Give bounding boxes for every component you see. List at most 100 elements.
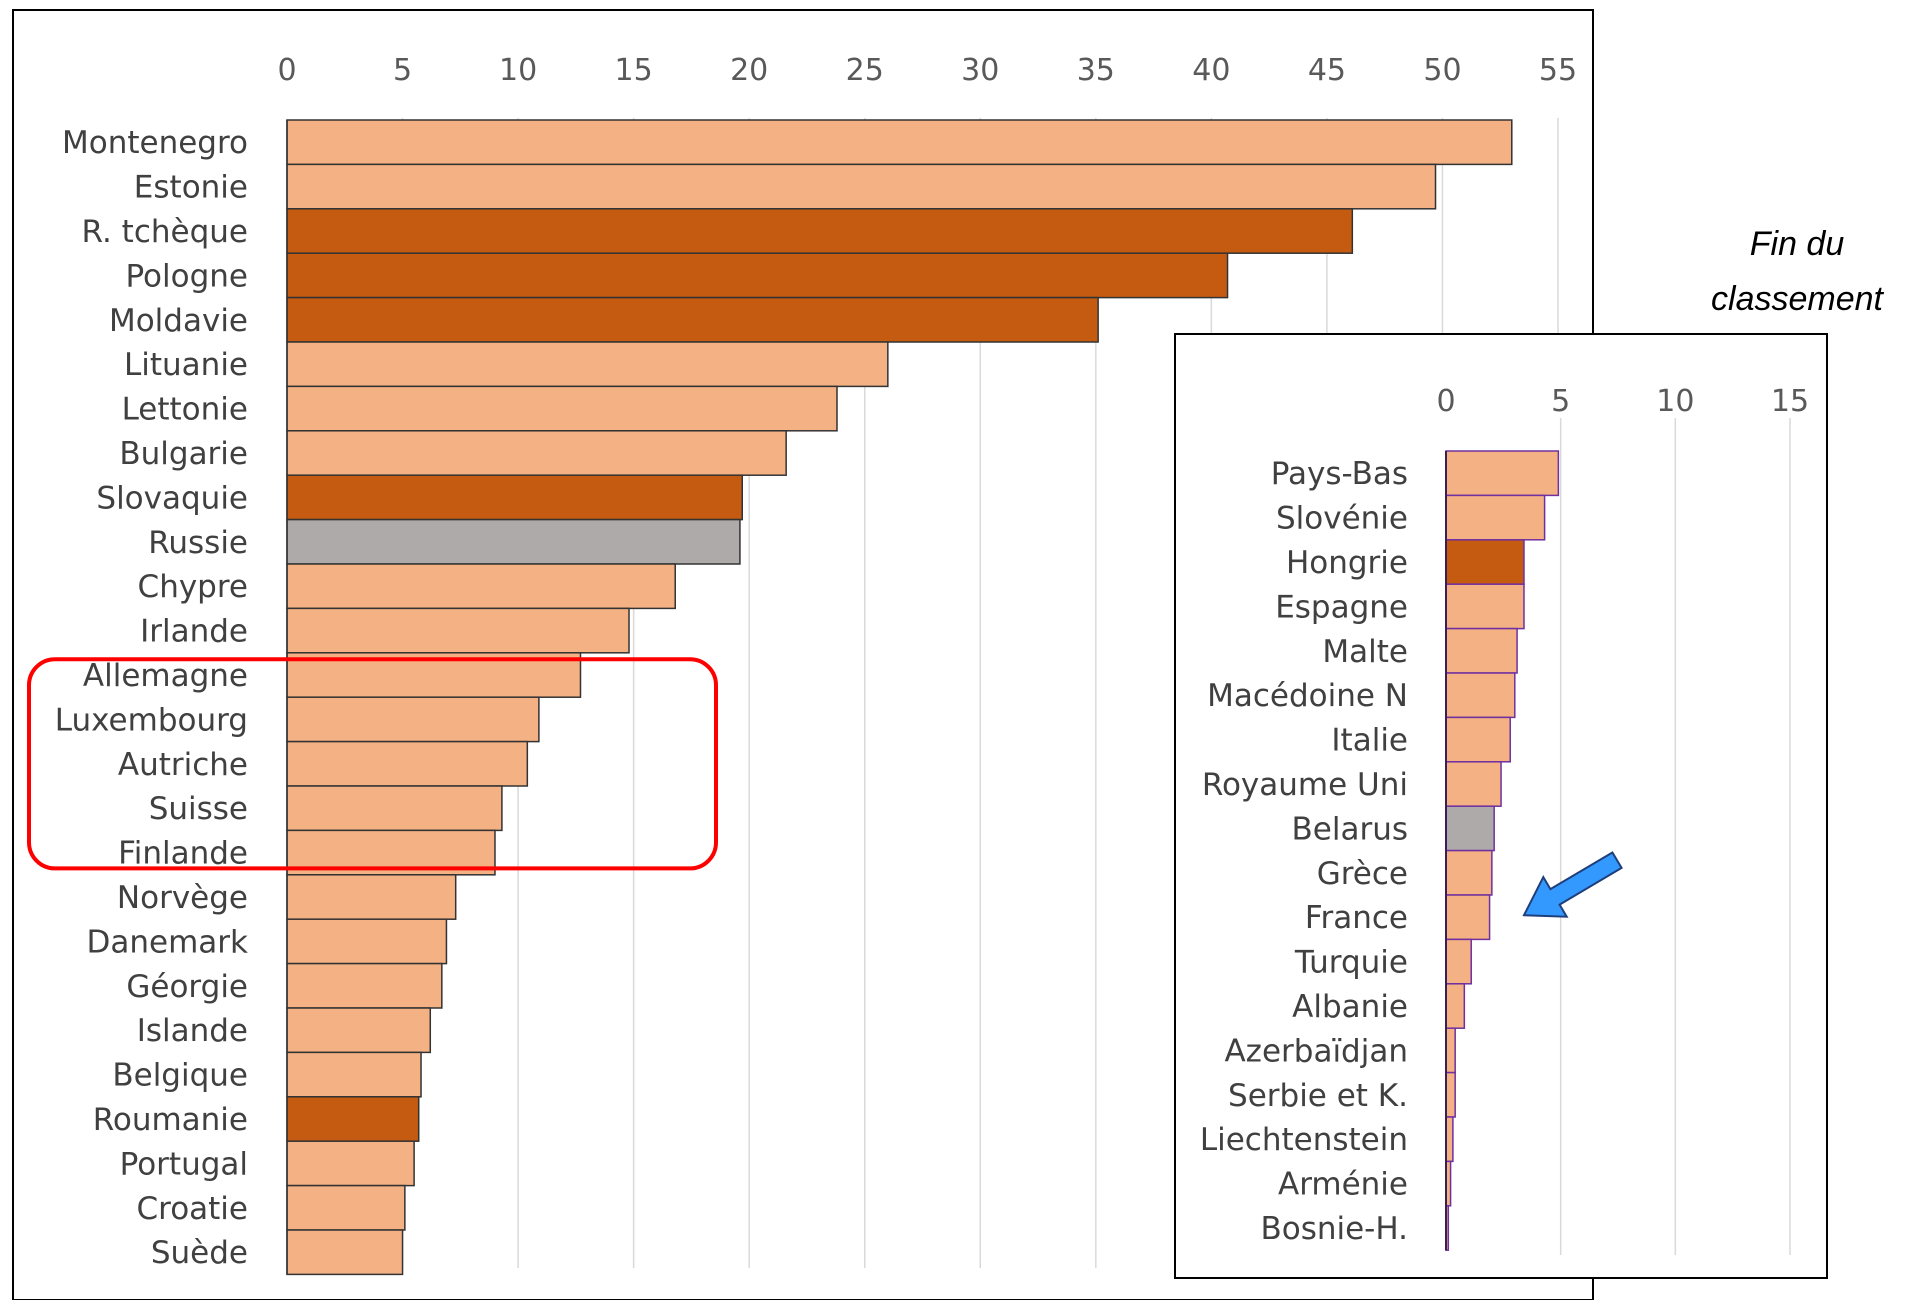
category-label-slovaquie: Slovaquie bbox=[96, 480, 248, 516]
category-label-islande: Islande bbox=[137, 1013, 248, 1049]
inset-category-label-turquie: Turquie bbox=[1294, 945, 1408, 981]
inset-bar-macedoine-n bbox=[1445, 672, 1516, 719]
inset-category-label-liechtenstein: Liechtenstein bbox=[1200, 1122, 1408, 1158]
inset-title: Fin du classement bbox=[1711, 225, 1885, 318]
category-label-georgie: Géorgie bbox=[126, 969, 248, 1005]
bar-moldavie bbox=[286, 296, 1099, 343]
inset-bar-pays-bas bbox=[1445, 450, 1560, 497]
inset-bar-royaume-uni bbox=[1445, 761, 1502, 807]
bar-chypre bbox=[286, 563, 676, 610]
inset-category-label-france: France bbox=[1305, 900, 1408, 936]
x-tick-label: 0 bbox=[277, 53, 296, 88]
inset-bar-belarus bbox=[1445, 805, 1495, 852]
inset-category-label-royaume-uni: Royaume Uni bbox=[1202, 767, 1408, 803]
inset-category-label-malte: Malte bbox=[1322, 634, 1408, 670]
bar-roumanie bbox=[286, 1096, 420, 1142]
inset-category-label-belarus: Belarus bbox=[1292, 811, 1409, 847]
inset-category-label-azerbaidjan: Azerbaïdjan bbox=[1224, 1033, 1408, 1069]
bar-suede bbox=[286, 1229, 404, 1276]
inset-bar-liechtenstein bbox=[1445, 1116, 1454, 1163]
inset-category-label-serbie-et-k: Serbie et K. bbox=[1228, 1078, 1408, 1114]
bar-bulgarie bbox=[286, 430, 787, 476]
inset-bar-malte bbox=[1445, 627, 1518, 674]
inset-category-label-pays-bas: Pays-Bas bbox=[1271, 456, 1408, 492]
x-tick-label: 35 bbox=[1077, 53, 1115, 88]
inset-bar-slovenie bbox=[1445, 494, 1546, 541]
inset-category-label-grece: Grèce bbox=[1317, 856, 1408, 892]
inset-bar-turquie bbox=[1445, 938, 1472, 985]
inset-category-label-macedoine-n: Macédoine N bbox=[1207, 678, 1408, 714]
inset-chart: 0 5 10 15 Pays-Bas Slovénie Hongrie Espagne Malt… bbox=[1174, 333, 1828, 1279]
inset-x-tick-label: 10 bbox=[1656, 384, 1694, 419]
blue-arrow-icon bbox=[1522, 851, 1623, 918]
bar-norvege bbox=[286, 874, 457, 920]
bar-luxembourg bbox=[286, 696, 540, 743]
bar-suisse bbox=[286, 785, 503, 832]
x-tick-label: 20 bbox=[730, 53, 768, 88]
bar-lituanie bbox=[286, 341, 889, 388]
inset-title-line-2: classement bbox=[1711, 280, 1885, 318]
inset-bar-azerbaidjan bbox=[1445, 1027, 1456, 1074]
inset-category-label-albanie: Albanie bbox=[1292, 989, 1408, 1025]
bar-croatie bbox=[286, 1184, 406, 1231]
inset-title-line-1: Fin du bbox=[1750, 225, 1845, 263]
inset-category-label-slovenie: Slovénie bbox=[1276, 501, 1408, 537]
category-label-belgique: Belgique bbox=[112, 1058, 248, 1094]
bar-belgique bbox=[286, 1051, 422, 1098]
bar-pologne bbox=[286, 252, 1229, 299]
category-label-allemagne: Allemagne bbox=[83, 658, 248, 694]
category-label-suisse: Suisse bbox=[149, 791, 248, 827]
inset-category-label-italie: Italie bbox=[1331, 723, 1408, 759]
category-label-montenegro: Montenegro bbox=[62, 125, 248, 161]
bar-russie bbox=[286, 518, 741, 565]
category-label-pologne: Pologne bbox=[125, 258, 248, 294]
bar-r-tcheque bbox=[286, 208, 1354, 254]
bar-lettonie bbox=[286, 385, 838, 432]
category-label-portugal: Portugal bbox=[120, 1146, 248, 1182]
category-label-suede: Suède bbox=[151, 1235, 248, 1271]
category-label-r-tcheque: R. tchèque bbox=[82, 214, 248, 250]
inset-x-tick-label: 0 bbox=[1436, 384, 1455, 419]
x-tick-label: 50 bbox=[1423, 53, 1461, 88]
category-label-roumanie: Roumanie bbox=[93, 1102, 248, 1138]
category-label-finlande: Finlande bbox=[118, 836, 248, 872]
category-label-estonie: Estonie bbox=[134, 170, 248, 206]
x-tick-label: 10 bbox=[499, 53, 537, 88]
bar-irlande bbox=[286, 607, 630, 654]
category-label-croatie: Croatie bbox=[136, 1191, 248, 1227]
bar-estonie bbox=[286, 163, 1437, 210]
x-tick-label: 15 bbox=[615, 53, 653, 88]
inset-category-label-armenie: Arménie bbox=[1278, 1167, 1408, 1203]
inset-bar-serbie-et-k bbox=[1445, 1071, 1456, 1118]
bar-islande bbox=[286, 1007, 432, 1054]
category-label-chypre: Chypre bbox=[138, 569, 248, 605]
bar-autriche bbox=[286, 740, 529, 787]
x-tick-label: 55 bbox=[1539, 53, 1577, 88]
category-label-danemark: Danemark bbox=[87, 924, 249, 960]
category-label-bulgarie: Bulgarie bbox=[119, 436, 248, 472]
inset-category-label-hongrie: Hongrie bbox=[1286, 545, 1408, 581]
bar-danemark bbox=[286, 918, 448, 965]
category-label-russie: Russie bbox=[148, 525, 248, 561]
bar-slovaquie bbox=[286, 474, 743, 521]
category-label-lettonie: Lettonie bbox=[122, 392, 248, 428]
highlight-box bbox=[27, 657, 718, 871]
inset-x-tick-label: 5 bbox=[1551, 384, 1570, 419]
main-chart: 0 5 10 15 20 25 30 35 40 45 50 55MontenegroEstonieR… bbox=[12, 9, 1594, 1300]
x-tick-label: 25 bbox=[846, 53, 884, 88]
inset-category-label-espagne: Espagne bbox=[1275, 589, 1408, 625]
inset-bar-hongrie bbox=[1445, 539, 1525, 585]
category-label-irlande: Irlande bbox=[140, 614, 248, 650]
x-tick-label: 45 bbox=[1308, 53, 1346, 88]
bar-portugal bbox=[286, 1140, 415, 1187]
category-label-lituanie: Lituanie bbox=[124, 347, 248, 383]
inset-bar-albanie bbox=[1445, 983, 1466, 1029]
bar-montenegro bbox=[286, 119, 1513, 166]
bar-georgie bbox=[286, 962, 443, 1009]
x-tick-label: 40 bbox=[1192, 53, 1230, 88]
category-label-luxembourg: Luxembourg bbox=[55, 702, 248, 738]
category-label-norvege: Norvège bbox=[117, 880, 248, 916]
inset-x-tick-label: 15 bbox=[1771, 384, 1809, 419]
inset-bar-espagne bbox=[1445, 583, 1525, 630]
